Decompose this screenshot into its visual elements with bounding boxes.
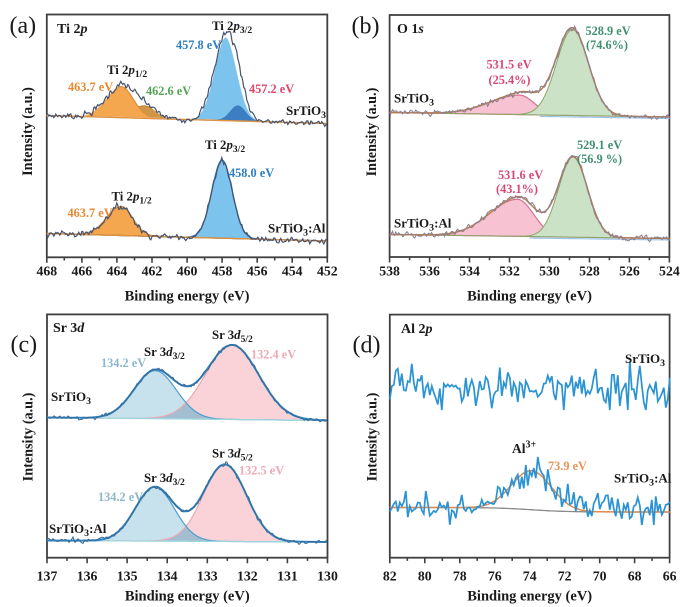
svg-text:SrTiO3: SrTiO3: [394, 91, 434, 109]
svg-text:132: 132: [237, 569, 258, 584]
svg-text:135: 135: [117, 569, 138, 584]
svg-text:524: 524: [659, 264, 680, 279]
svg-text:76: 76: [488, 569, 502, 584]
svg-text:131: 131: [277, 569, 298, 584]
svg-text:132.4 eV: 132.4 eV: [251, 348, 296, 362]
svg-text:Binding energy (eV): Binding energy (eV): [125, 289, 250, 305]
svg-text:82: 82: [383, 569, 397, 584]
svg-text:SrTiO3: SrTiO3: [286, 103, 326, 121]
svg-text:531.5 eV: 531.5 eV: [487, 58, 532, 72]
svg-text:462: 462: [142, 264, 163, 279]
svg-text:466: 466: [72, 264, 93, 279]
svg-text:(43.1%): (43.1%): [496, 182, 538, 196]
svg-text:Intensity (a.u.): Intensity (a.u.): [364, 87, 380, 176]
svg-text:458.0 eV: 458.0 eV: [229, 166, 274, 180]
svg-text:SrTiO3:Al: SrTiO3:Al: [394, 216, 452, 234]
svg-text:458: 458: [212, 264, 233, 279]
svg-text:529.1 eV: 529.1 eV: [577, 138, 622, 152]
svg-text:74: 74: [523, 569, 537, 584]
svg-text:Intensity (a.u.): Intensity (a.u.): [20, 87, 36, 176]
svg-text:460: 460: [177, 264, 198, 279]
svg-text:534: 534: [459, 264, 480, 279]
svg-text:(c): (c): [11, 332, 38, 358]
svg-text:463.7 eV: 463.7 eV: [68, 80, 113, 94]
svg-text:68: 68: [628, 569, 642, 584]
svg-text:526: 526: [619, 264, 640, 279]
svg-text:(56.9 %): (56.9 %): [577, 152, 622, 166]
svg-text:130: 130: [317, 569, 338, 584]
svg-text:134.2 eV: 134.2 eV: [101, 356, 146, 370]
svg-text:78: 78: [453, 569, 467, 584]
svg-text:SrTiO3:Al: SrTiO3:Al: [268, 221, 326, 239]
svg-text:536: 536: [419, 264, 440, 279]
svg-text:528: 528: [579, 264, 600, 279]
svg-text:Binding energy (eV): Binding energy (eV): [467, 589, 592, 605]
svg-text:132.5 eV: 132.5 eV: [239, 464, 284, 478]
svg-text:532: 532: [499, 264, 520, 279]
svg-text:70: 70: [593, 569, 607, 584]
svg-text:134.2 eV: 134.2 eV: [98, 490, 143, 504]
svg-text:462.6 eV: 462.6 eV: [146, 84, 191, 98]
svg-text:(25.4%): (25.4%): [489, 73, 531, 87]
svg-text:72: 72: [558, 569, 572, 584]
svg-text:SrTiO3: SrTiO3: [625, 351, 665, 369]
svg-text:(d): (d): [353, 333, 381, 359]
svg-text:456: 456: [247, 264, 268, 279]
svg-text:Sr 3d: Sr 3d: [53, 321, 85, 336]
svg-text:SrTiO3:Al: SrTiO3:Al: [49, 521, 107, 539]
svg-text:463.7 eV: 463.7 eV: [68, 206, 113, 220]
svg-text:Intensity (a.u.): Intensity (a.u.): [364, 392, 380, 481]
svg-text:Binding energy (eV): Binding energy (eV): [125, 589, 250, 605]
svg-text:(b): (b): [352, 14, 380, 40]
svg-text:468: 468: [36, 264, 57, 279]
svg-text:136: 136: [77, 569, 98, 584]
svg-text:73.9 eV: 73.9 eV: [548, 459, 587, 473]
svg-text:457.8 eV: 457.8 eV: [176, 38, 221, 52]
svg-text:454: 454: [282, 264, 303, 279]
svg-text:Ti 2p: Ti 2p: [57, 22, 87, 37]
svg-text:Intensity (a.u.): Intensity (a.u.): [20, 392, 36, 481]
svg-text:66: 66: [663, 569, 677, 584]
svg-text:O 1s: O 1s: [397, 22, 424, 37]
svg-text:528.9 eV: 528.9 eV: [586, 24, 631, 38]
svg-text:80: 80: [418, 569, 432, 584]
svg-text:Binding energy (eV): Binding energy (eV): [467, 289, 592, 305]
svg-text:137: 137: [37, 569, 58, 584]
svg-text:457.2 eV: 457.2 eV: [249, 82, 294, 96]
svg-text:538: 538: [379, 264, 400, 279]
svg-text:464: 464: [107, 264, 128, 279]
svg-text:SrTiO3: SrTiO3: [51, 389, 91, 407]
svg-text:SrTiO3:Al: SrTiO3:Al: [614, 471, 672, 489]
svg-text:(74.6%): (74.6%): [586, 38, 628, 52]
svg-text:Al 2p: Al 2p: [401, 322, 433, 337]
svg-text:133: 133: [197, 569, 218, 584]
svg-text:452: 452: [317, 264, 338, 279]
svg-text:(a): (a): [10, 13, 37, 39]
svg-text:531.6 eV: 531.6 eV: [498, 168, 543, 182]
svg-text:530: 530: [539, 264, 560, 279]
svg-text:134: 134: [157, 569, 178, 584]
